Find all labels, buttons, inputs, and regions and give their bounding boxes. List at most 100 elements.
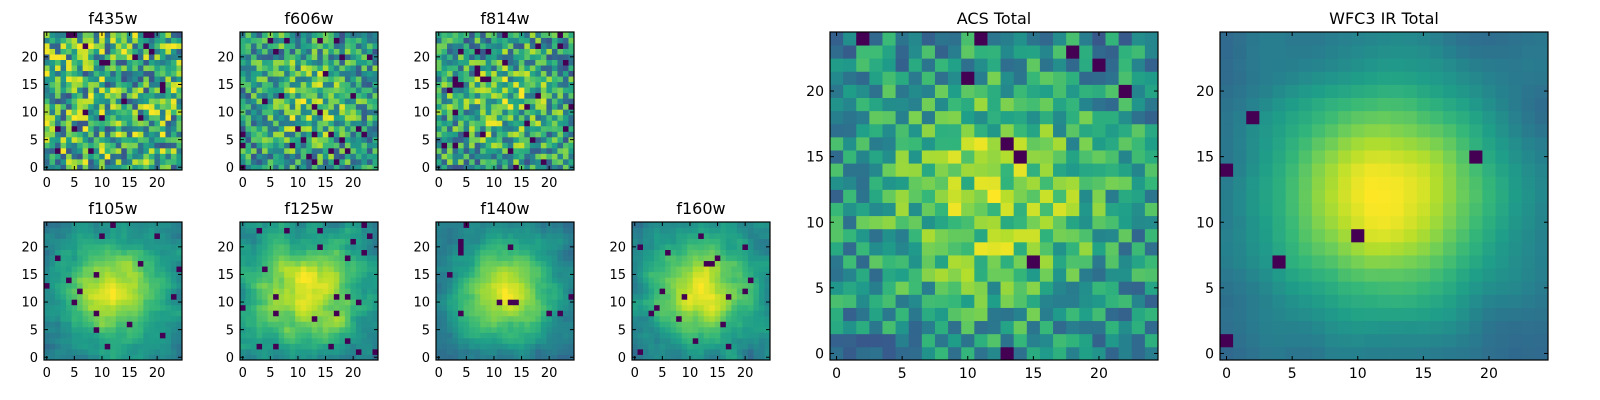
heatmap-cell — [458, 158, 464, 165]
heatmap-cell — [350, 343, 357, 350]
heatmap-cell — [480, 147, 487, 154]
heatmap-cell — [245, 153, 252, 160]
heatmap-cell — [311, 87, 318, 94]
heatmap-cell — [507, 103, 514, 110]
heatmap-cell — [518, 87, 525, 94]
heatmap-cell — [447, 293, 453, 300]
heatmap-cell — [463, 92, 470, 99]
heatmap-cell — [273, 48, 280, 55]
heatmap-cell — [463, 238, 470, 245]
heatmap-cell — [284, 136, 291, 143]
heatmap-cell — [654, 238, 660, 245]
heatmap-cell — [742, 348, 749, 355]
heatmap-cell — [245, 158, 252, 165]
heatmap-cell — [452, 158, 459, 165]
heatmap-cell — [93, 304, 100, 311]
heatmap-cell — [1079, 294, 1093, 308]
heatmap-cell — [311, 321, 318, 328]
heatmap-cell — [676, 238, 683, 245]
heatmap-cell — [540, 48, 547, 55]
x-tick-label: 5 — [70, 176, 78, 191]
heatmap-cell — [681, 266, 688, 273]
heatmap-cell — [546, 260, 553, 267]
heatmap-cell — [882, 189, 896, 203]
heatmap-cell — [568, 348, 575, 355]
heatmap-cell — [513, 81, 520, 88]
heatmap-cell — [507, 98, 514, 105]
heatmap-cell — [843, 228, 857, 243]
heatmap-cell — [551, 98, 558, 105]
heatmap-cell — [551, 321, 558, 328]
heatmap-cell — [491, 326, 498, 333]
heatmap-cell — [311, 348, 318, 355]
heatmap-cell — [1053, 241, 1067, 256]
heatmap-cell — [137, 260, 144, 267]
heatmap-cell — [524, 37, 531, 44]
heatmap-cell — [60, 48, 67, 55]
heatmap-cell — [540, 142, 547, 149]
x-tick-label: 10 — [94, 176, 111, 191]
heatmap-cell — [104, 332, 111, 339]
heatmap-cell — [170, 59, 177, 66]
heatmap-cell — [104, 249, 111, 256]
x-tick-label: 0 — [435, 176, 443, 191]
heatmap-cell — [551, 43, 558, 49]
heatmap-cell — [49, 266, 56, 273]
heatmap-cell — [452, 326, 459, 333]
heatmap-cell — [60, 147, 67, 154]
heatmap-cell — [513, 343, 520, 350]
heatmap-cell — [121, 43, 128, 49]
heatmap-cell — [436, 337, 442, 344]
heatmap-cell — [322, 109, 329, 116]
axes-frame — [239, 221, 379, 361]
y-tick-label: 15 — [413, 78, 430, 93]
heatmap-cell — [121, 304, 128, 311]
heatmap-cell — [126, 238, 133, 245]
heatmap-cell — [317, 244, 324, 250]
heatmap-cell — [245, 249, 252, 256]
heatmap-cell — [110, 37, 117, 44]
heatmap-cell — [104, 98, 111, 105]
heatmap-cell — [77, 337, 84, 344]
heatmap-cell — [372, 304, 379, 311]
heatmap-cell — [480, 282, 487, 289]
heatmap-cell — [159, 288, 166, 295]
heatmap-cell — [137, 54, 144, 60]
heatmap-cell — [895, 189, 910, 203]
heatmap-cell — [463, 337, 470, 344]
heatmap-cell — [502, 136, 509, 143]
heatmap-cell — [480, 98, 487, 105]
heatmap-cell — [458, 222, 464, 228]
heatmap-cell — [491, 37, 498, 44]
heatmap-cell — [245, 222, 252, 228]
heatmap-cell — [469, 222, 476, 228]
heatmap-cell — [60, 76, 67, 83]
heatmap-cell — [251, 233, 257, 239]
heatmap-cell — [82, 70, 89, 77]
heatmap-cell — [88, 158, 95, 165]
heatmap-cell — [485, 249, 492, 256]
heatmap-cell — [703, 249, 710, 256]
heatmap-cell — [518, 326, 525, 333]
heatmap-cell — [513, 103, 520, 110]
heatmap-cell — [170, 332, 177, 339]
heatmap-cell — [447, 142, 453, 149]
heatmap-cell — [1118, 333, 1133, 348]
heatmap-cell — [126, 48, 133, 55]
heatmap-cell — [830, 294, 844, 308]
heatmap-cell — [452, 249, 459, 256]
heatmap-cell — [137, 32, 144, 38]
heatmap-cell — [273, 326, 280, 333]
heatmap-cell — [507, 293, 514, 300]
heatmap-cell — [176, 48, 183, 55]
heatmap-cell — [480, 48, 487, 55]
heatmap-cell — [333, 153, 340, 160]
heatmap-cell — [480, 288, 487, 295]
heatmap-cell — [267, 244, 274, 250]
heatmap-cell — [934, 241, 949, 256]
heatmap-cell — [502, 244, 509, 250]
heatmap-cell — [245, 37, 252, 44]
heatmap-cell — [71, 227, 78, 234]
heatmap-cell — [524, 326, 531, 333]
